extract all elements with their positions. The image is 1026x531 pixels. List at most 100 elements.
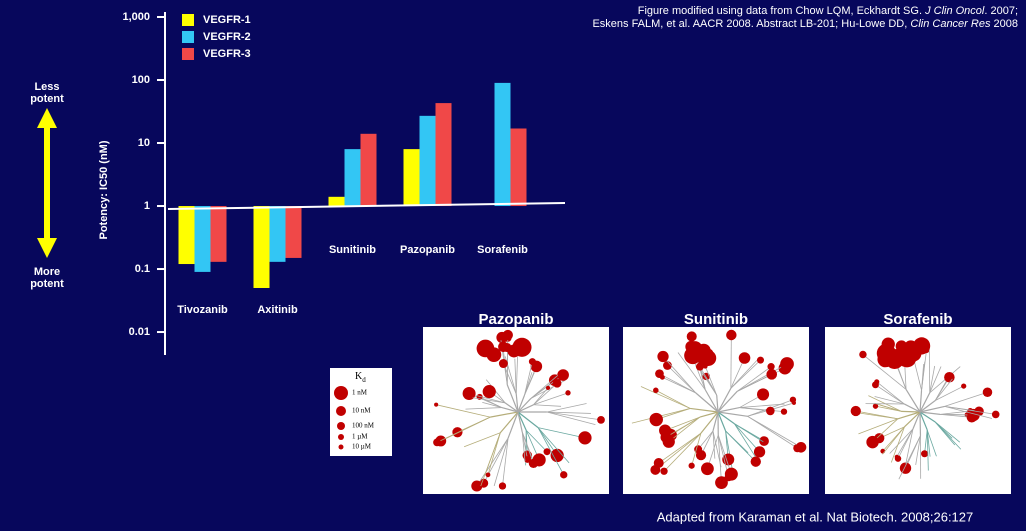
branch <box>665 416 701 438</box>
branch <box>934 421 961 443</box>
branch <box>862 354 907 390</box>
kinase-hit <box>659 424 672 437</box>
branch <box>919 392 931 413</box>
branch <box>855 410 898 420</box>
branch <box>919 411 928 431</box>
branch <box>730 359 761 389</box>
panel-title: Sunitinib <box>684 311 748 328</box>
branch <box>858 418 899 435</box>
branch <box>668 416 701 443</box>
branch <box>533 383 558 406</box>
branch <box>662 356 697 394</box>
kinase-hit <box>688 462 695 469</box>
branch <box>546 411 602 421</box>
kinase-hit <box>789 396 797 403</box>
branch <box>546 403 587 413</box>
x-category-label: Sunitinib <box>329 244 376 256</box>
x-category-label: Axitinib <box>257 304 298 316</box>
legend-label: VEGFR-3 <box>203 48 251 60</box>
kinase-hit <box>877 351 894 368</box>
kinase-hit <box>921 450 929 458</box>
branch <box>515 356 518 395</box>
branch <box>926 429 929 471</box>
branch <box>517 404 534 413</box>
branch <box>546 411 596 426</box>
kinase-hit <box>991 410 1000 419</box>
branch <box>537 427 565 476</box>
branch <box>717 390 738 413</box>
bar <box>403 149 420 207</box>
branch <box>934 421 962 450</box>
bar <box>285 206 302 258</box>
branch <box>717 411 735 425</box>
kinase-hit <box>701 462 714 476</box>
kinase-hit <box>502 343 512 353</box>
kinase-hit <box>659 374 665 380</box>
kinase-hit <box>780 408 788 415</box>
legend-swatch <box>182 14 194 26</box>
y-tick-label: 10 <box>138 137 150 149</box>
branch <box>537 427 570 464</box>
branch <box>514 358 517 395</box>
branch <box>903 403 921 413</box>
branch <box>717 411 748 417</box>
citation-part: Figure modified using data from Chow LQM… <box>638 5 925 17</box>
kinase-hit <box>482 385 496 399</box>
branch <box>915 435 921 465</box>
kinase-hit <box>859 350 867 359</box>
branch <box>482 402 502 408</box>
branch <box>736 366 772 392</box>
kd-title: Kd <box>355 371 366 383</box>
legend-label: VEGFR-1 <box>203 14 251 26</box>
kinase-hit <box>543 448 551 456</box>
branch <box>737 373 772 392</box>
branch <box>521 431 534 464</box>
kinase-hit <box>894 455 902 462</box>
kinase-hit <box>767 363 775 371</box>
branch <box>919 400 936 413</box>
kinase-hit <box>913 337 931 355</box>
branch <box>905 428 914 464</box>
kinase-hit <box>738 352 751 364</box>
kinase-hit <box>944 371 955 383</box>
branch <box>717 434 732 475</box>
citation-part: . 2007; <box>984 5 1018 17</box>
kinase-hit <box>686 331 697 342</box>
kinase-hit <box>433 438 441 447</box>
kinase-hit <box>757 388 770 401</box>
kinase-hit <box>486 347 502 363</box>
branch <box>465 407 502 410</box>
kinase-hit <box>560 471 568 479</box>
more-potent: potent <box>30 278 64 290</box>
kinase-hit <box>961 383 967 389</box>
kinase-hit <box>557 369 569 381</box>
bar <box>344 149 361 207</box>
branch <box>712 411 719 432</box>
branch <box>533 392 569 406</box>
kinase-hit <box>485 472 491 478</box>
kd-entry: 10 nM <box>352 407 371 415</box>
source-note: Adapted from Karaman et al. Nat Biotech.… <box>657 509 974 524</box>
panel-title: Sorafenib <box>883 311 952 328</box>
legend-swatch <box>182 31 194 43</box>
bar <box>210 206 227 262</box>
kinase-hit <box>795 441 807 453</box>
branch <box>739 407 771 412</box>
y-axis-label: Potency: IC50 (nM) <box>98 140 110 239</box>
kinase-hit <box>780 357 794 371</box>
kinase-hit <box>653 458 664 469</box>
citation-part: 2008 <box>990 18 1018 30</box>
kinase-hit <box>498 482 507 490</box>
kinase-hit <box>545 385 551 390</box>
branch <box>934 378 953 401</box>
bar <box>510 128 527 207</box>
more-potent: More <box>34 266 60 278</box>
branch <box>658 432 702 464</box>
bar <box>328 196 345 207</box>
kinase-hit <box>498 359 508 369</box>
branch <box>747 415 798 449</box>
citation-part: Eskens FALM, et al. AACR 2008. Abstract … <box>592 18 910 30</box>
branch <box>890 426 905 463</box>
branch <box>926 429 931 457</box>
